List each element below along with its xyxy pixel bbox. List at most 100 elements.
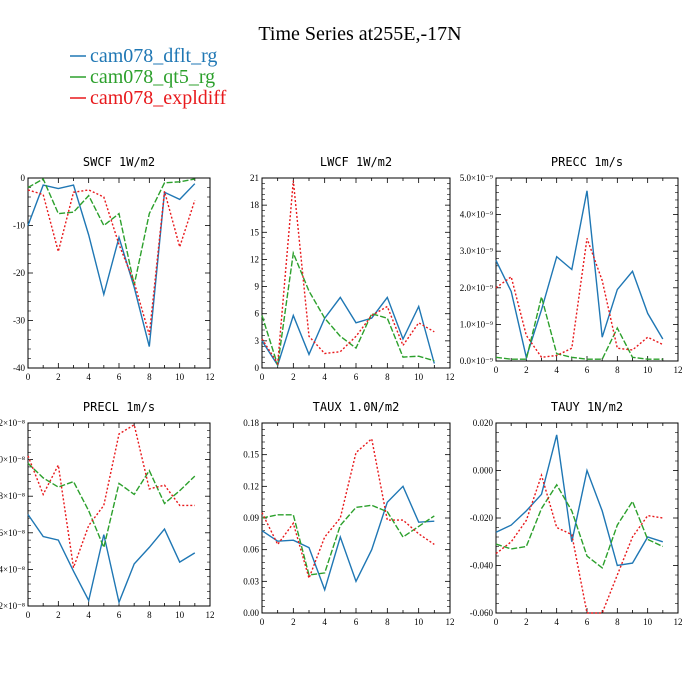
series-line-0 <box>495 190 664 360</box>
x-tick-label: 10 <box>643 365 653 375</box>
series-line-2 <box>261 437 435 581</box>
series-line-2 <box>495 238 664 359</box>
y-tick-label: 15 <box>250 227 260 237</box>
y-tick-label: 2.0×10⁻⁹ <box>460 283 493 293</box>
panel-5: TAUY 1N/m2 0 2 4 6 8 10 12 -0.060 -0.040 -0.020 0.0… <box>470 400 683 627</box>
series-line-1 <box>261 504 435 576</box>
x-tick-label: 2 <box>291 372 296 382</box>
y-tick-label: 8×10⁻⁸ <box>0 491 25 501</box>
x-tick-label: 4 <box>86 610 91 620</box>
series-line-0 <box>27 183 196 347</box>
y-tick-label: 2×10⁻⁸ <box>0 601 25 611</box>
series-line-0 <box>27 514 196 605</box>
plot-frame <box>261 422 451 614</box>
x-tick-label: 2 <box>524 365 529 375</box>
y-tick-label: 3.0×10⁻⁹ <box>460 246 493 256</box>
series-line-1 <box>27 462 196 550</box>
y-tick-label: 0.020 <box>473 418 494 428</box>
legend-label-dflt: cam078_dflt_rg <box>90 45 217 67</box>
y-tick-label: 0 <box>255 363 260 373</box>
legend-label-expldiff: cam078_expldiff <box>90 87 227 109</box>
x-tick-label: 10 <box>643 617 653 627</box>
y-tick-label: -0.040 <box>470 561 494 571</box>
panel-title: TAUX 1.0N/m2 <box>313 400 400 414</box>
x-tick-label: 0 <box>260 372 265 382</box>
x-tick-label: 0 <box>494 617 499 627</box>
y-tick-label: 9 <box>255 282 260 292</box>
x-tick-label: 0 <box>494 365 499 375</box>
legend-label-qt5: cam078_qt5_rg <box>90 66 215 88</box>
y-tick-label: -20 <box>13 268 25 278</box>
panel-4: TAUX 1.0N/m2 0 2 4 6 8 10 12 0.00 0.03 0.06 0.09 0.1… <box>243 400 454 627</box>
plot-frame <box>495 422 679 614</box>
y-tick-label: 0.0×10⁻⁹ <box>460 356 493 366</box>
panel-title: LWCF 1W/m2 <box>320 155 392 169</box>
x-tick-label: 12 <box>674 365 683 375</box>
x-tick-label: 8 <box>147 610 152 620</box>
y-tick-label: 21 <box>250 173 259 183</box>
y-tick-label: 0.09 <box>243 513 259 523</box>
x-tick-label: 2 <box>291 617 296 627</box>
x-tick-label: 8 <box>615 617 620 627</box>
x-tick-label: 6 <box>354 372 359 382</box>
y-tick-label: 0.18 <box>243 418 259 428</box>
y-tick-label: 1.0×10⁻⁹ <box>460 319 493 329</box>
panel-0: SWCF 1W/m2 0 2 4 6 8 10 12 -40 -30 -20 -10 0 <box>13 155 215 382</box>
x-tick-label: 10 <box>414 617 424 627</box>
x-tick-label: 4 <box>322 372 327 382</box>
y-tick-label: 0.06 <box>243 545 259 555</box>
panel-title: SWCF 1W/m2 <box>83 155 155 169</box>
panel-2: PRECC 1m/s 0 2 4 6 8 10 12 0.0×10⁻⁹ 1.0×10⁻⁹ 2.0×1… <box>460 155 683 375</box>
y-tick-label: -10 <box>13 221 25 231</box>
series-line-1 <box>261 250 435 366</box>
panel-3: PRECL 1m/s 0 2 4 6 8 10 12 2×10⁻⁸ 4×10⁻⁸ 6×10⁻⁸ 8×1… <box>0 400 215 620</box>
y-tick-label: -40 <box>13 363 25 373</box>
x-tick-label: 4 <box>86 372 91 382</box>
y-tick-label: 0.15 <box>243 450 259 460</box>
y-tick-label: 0.000 <box>473 466 494 476</box>
plot-frame <box>495 177 679 362</box>
x-tick-label: 6 <box>117 610 122 620</box>
x-tick-label: 12 <box>206 610 215 620</box>
y-tick-label: -0.020 <box>470 513 494 523</box>
panel-1: LWCF 1W/m2 0 2 4 6 8 10 12 0 3 6 9 12 15 18 21 <box>250 155 455 382</box>
x-tick-label: 10 <box>175 372 185 382</box>
y-tick-label: 4×10⁻⁸ <box>0 564 25 574</box>
y-tick-label: 0.12 <box>243 481 259 491</box>
x-tick-label: 8 <box>385 372 390 382</box>
x-tick-label: 12 <box>446 617 455 627</box>
x-tick-label: 6 <box>585 365 590 375</box>
x-tick-label: 4 <box>322 617 327 627</box>
series-line-1 <box>27 178 195 286</box>
series-line-2 <box>27 423 195 568</box>
y-tick-label: 12×10⁻⁸ <box>0 418 25 428</box>
figure-title: Time Series at255E,-17N <box>258 23 461 45</box>
y-tick-label: 6 <box>255 309 260 319</box>
y-tick-label: 3 <box>255 336 260 346</box>
series-line-2 <box>261 180 435 366</box>
x-tick-label: 10 <box>414 372 424 382</box>
y-tick-label: 0.03 <box>243 576 259 586</box>
series-line-0 <box>261 295 435 367</box>
y-tick-label: 5.0×10⁻⁹ <box>460 173 493 183</box>
series-line-2 <box>27 189 196 335</box>
panel-title: PRECL 1m/s <box>83 400 155 414</box>
y-tick-label: 18 <box>250 200 260 210</box>
plot-frame <box>27 177 211 369</box>
x-tick-label: 12 <box>206 372 215 382</box>
series-line-1 <box>495 296 663 360</box>
x-tick-label: 0 <box>260 617 265 627</box>
x-tick-label: 6 <box>117 372 122 382</box>
series-line-2 <box>495 472 663 614</box>
legend: cam078_dflt_rg cam078_qt5_rg cam078_expl… <box>70 45 227 109</box>
x-tick-label: 0 <box>26 372 31 382</box>
series-line-0 <box>495 434 664 567</box>
plot-frame <box>27 422 211 607</box>
x-tick-label: 2 <box>56 372 61 382</box>
x-tick-label: 10 <box>175 610 185 620</box>
y-tick-label: -30 <box>13 316 25 326</box>
series-line-0 <box>261 485 435 593</box>
x-tick-label: 4 <box>554 617 559 627</box>
x-tick-label: 6 <box>354 617 359 627</box>
